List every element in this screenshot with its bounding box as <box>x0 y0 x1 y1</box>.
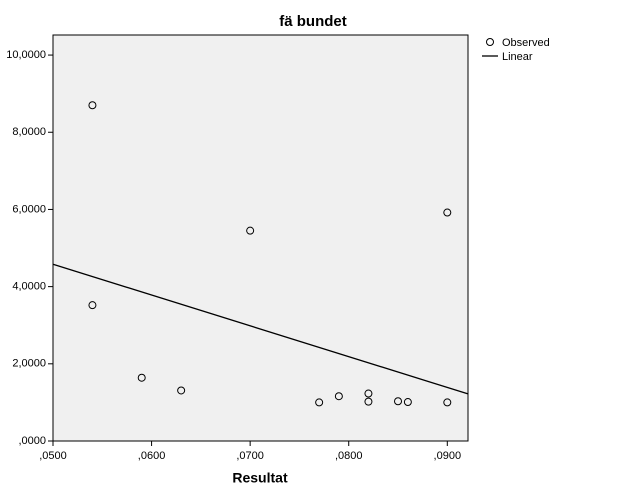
point <box>364 389 373 398</box>
x-axis-label: Resultat <box>232 470 288 486</box>
point <box>177 386 186 395</box>
point <box>137 373 146 382</box>
fit-line <box>52 263 469 395</box>
point <box>315 398 324 407</box>
chart-title: fä bundet <box>279 13 347 30</box>
legend-marker <box>486 38 494 46</box>
y-tick-label: 6,0000 <box>12 203 46 215</box>
y-tick-label: 2,0000 <box>12 358 46 370</box>
y-tick-label: 8,0000 <box>12 126 46 138</box>
y-tick-label: 4,0000 <box>12 281 46 293</box>
point <box>246 226 255 235</box>
point <box>334 392 343 401</box>
point <box>394 397 403 406</box>
legend-label: Observed <box>502 37 550 49</box>
x-tick-label: ,0600 <box>138 450 166 462</box>
legend-label: Linear <box>502 51 533 63</box>
x-tick-label: ,0700 <box>236 450 264 462</box>
point <box>88 301 97 310</box>
x-tick-label: ,0900 <box>434 450 462 462</box>
plot-area <box>52 34 469 442</box>
point <box>403 398 412 407</box>
point <box>443 398 452 407</box>
point <box>88 101 97 110</box>
point <box>443 208 452 217</box>
x-tick-label: ,0500 <box>39 450 67 462</box>
y-tick-label: 10,0000 <box>6 49 46 61</box>
point <box>364 397 373 406</box>
y-tick-label: ,0000 <box>18 435 46 447</box>
x-tick-label: ,0800 <box>335 450 363 462</box>
